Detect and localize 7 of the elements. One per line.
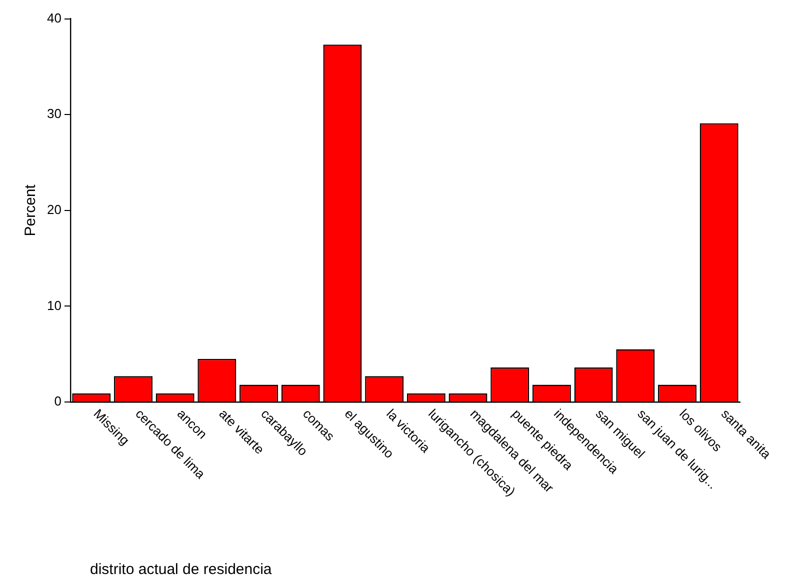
y-tick-label: 10: [46, 298, 62, 313]
x-axis-title: distrito actual de residencia: [90, 561, 272, 578]
y-tick-label: 0: [54, 394, 62, 409]
y-axis-title: Percent: [22, 184, 40, 236]
y-tick-label: 40: [46, 10, 62, 26]
y-tick-label: 30: [46, 106, 62, 122]
y-tick-label: 20: [46, 202, 62, 217]
